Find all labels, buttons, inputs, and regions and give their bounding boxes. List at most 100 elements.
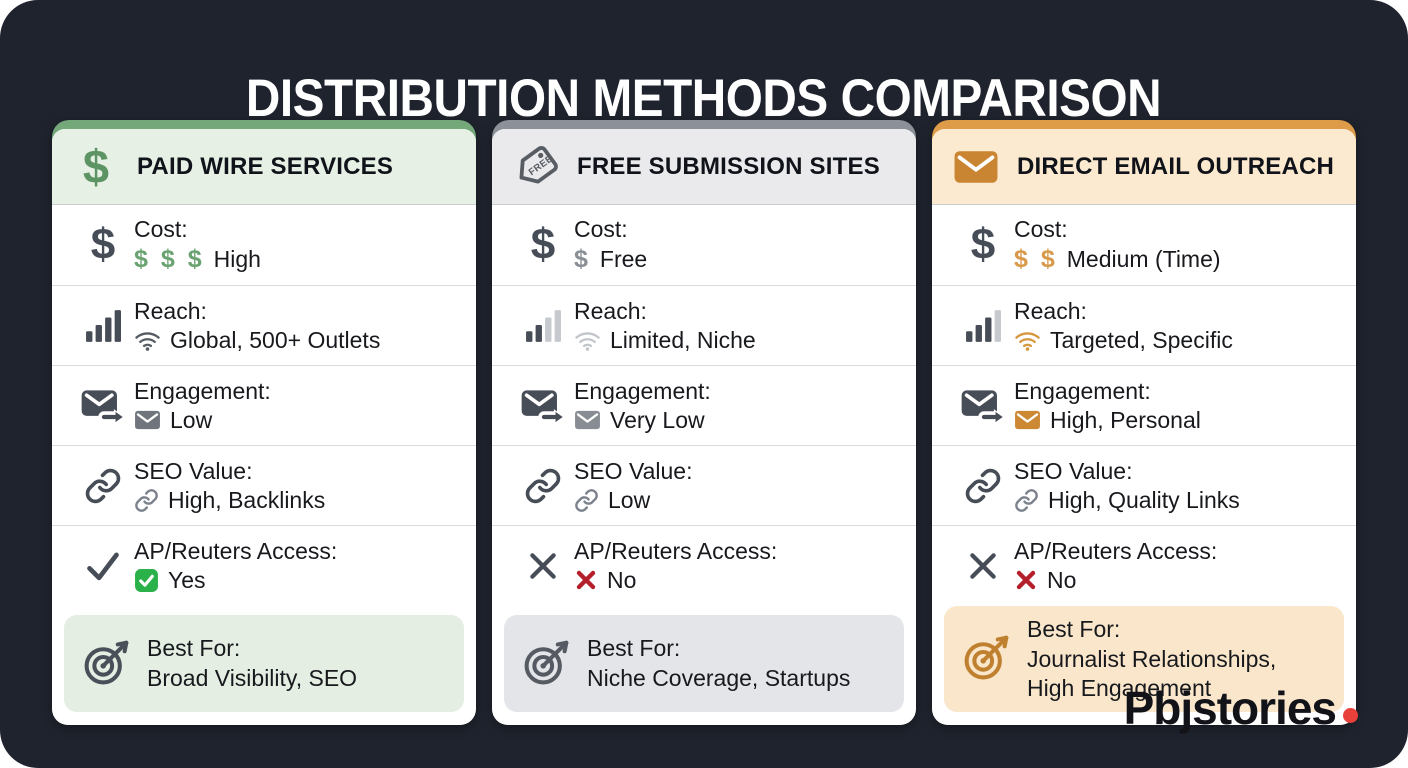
wifi-icon — [1014, 329, 1041, 352]
page-title: DISTRIBUTION METHODS COMPARISON — [246, 68, 1162, 128]
seo-label: SEO Value: — [1014, 457, 1133, 484]
cost-label: Cost: — [574, 216, 628, 242]
best-for-box: Best For: Journalist Relationships, High… — [944, 606, 1344, 712]
ap-access-value: No — [1047, 566, 1077, 593]
engagement-row: Engagement: Very Low — [492, 365, 916, 445]
engagement-label: Engagement: — [1014, 377, 1151, 404]
best-for-value: Niche Coverage, Startups — [587, 664, 851, 691]
ap-access-row: AP/Reuters Access: No — [932, 525, 1356, 605]
ap-access-row: AP/Reuters Access: Yes — [52, 525, 476, 605]
engagement-value: Very Low — [610, 406, 705, 433]
target-icon — [958, 635, 1014, 683]
best-for-value: Broad Visibility, SEO — [147, 664, 358, 691]
link-icon — [512, 467, 574, 505]
best-for-label: Best For: — [587, 635, 681, 662]
link-icon — [72, 467, 134, 505]
seo-value: High, Quality Links — [1048, 486, 1240, 513]
ap-access-value: No — [607, 566, 637, 593]
target-icon — [78, 640, 134, 688]
reach-label: Reach: — [1014, 297, 1087, 324]
link-icon — [574, 488, 599, 513]
dollar-icon: $ — [530, 220, 556, 269]
envelope-icon — [574, 410, 601, 430]
mail-forward-icon — [952, 386, 1014, 426]
x-icon — [512, 549, 574, 583]
reach-value: Limited, Niche — [610, 326, 756, 353]
seo-label: SEO Value: — [134, 457, 253, 484]
cost-value: Medium (Time) — [1066, 246, 1221, 272]
envelope-icon — [952, 149, 1000, 185]
check-badge-icon — [134, 568, 159, 593]
comparison-columns: $ PAID WIRE SERVICES $ Cost: $ $ $ High — [52, 120, 1356, 725]
red-x-icon — [574, 568, 598, 592]
ap-access-label: AP/Reuters Access: — [1014, 537, 1218, 564]
card-free-submission-sites: FREE SUBMISSION SITES $ Cost: $ Free — [492, 120, 916, 725]
ap-access-value: Yes — [168, 566, 206, 593]
reach-row: Reach: Limited, Niche — [492, 285, 916, 365]
mail-forward-icon — [72, 386, 134, 426]
ap-access-label: AP/Reuters Access: — [574, 537, 778, 564]
card-header: $ PAID WIRE SERVICES — [52, 129, 476, 205]
best-for-box: Best For: Niche Coverage, Startups — [504, 615, 904, 712]
best-for-value: Journalist Relationships, High Engagemen… — [1027, 645, 1277, 701]
dollar-rating: $ — [574, 245, 591, 273]
card-body: $ PAID WIRE SERVICES $ Cost: $ $ $ High — [52, 129, 476, 725]
link-icon — [1014, 488, 1039, 513]
card-paid-wire-services: $ PAID WIRE SERVICES $ Cost: $ $ $ High — [52, 120, 476, 725]
engagement-row: Engagement: Low — [52, 365, 476, 445]
best-for-label: Best For: — [147, 635, 241, 662]
card-direct-email-outreach: DIRECT EMAIL OUTREACH $ Cost: $ $ Medium… — [932, 120, 1356, 725]
seo-row: SEO Value: High, Backlinks — [52, 445, 476, 525]
cost-value: Free — [599, 246, 648, 272]
target-icon — [518, 640, 574, 688]
ap-access-row: AP/Reuters Access: No — [492, 525, 916, 605]
red-x-icon — [1014, 568, 1038, 592]
watermark-dot — [1343, 708, 1358, 723]
engagement-label: Engagement: — [134, 377, 271, 404]
dollar-rating: $ $ $ — [134, 245, 205, 273]
reach-row: Reach: Global, 500+ Outlets — [52, 285, 476, 365]
cost-label: Cost: — [1014, 216, 1068, 242]
reach-label: Reach: — [134, 297, 207, 324]
wifi-icon — [134, 329, 161, 352]
reach-value: Targeted, Specific — [1050, 326, 1233, 353]
best-for-box: Best For: Broad Visibility, SEO — [64, 615, 464, 712]
card-body: DIRECT EMAIL OUTREACH $ Cost: $ $ Medium… — [932, 129, 1356, 725]
card-title: PAID WIRE SERVICES — [137, 152, 394, 180]
reach-row: Reach: Targeted, Specific — [932, 285, 1356, 365]
cost-row: $ Cost: $ $ Medium (Time) — [932, 205, 1356, 285]
dollar-icon: $ — [90, 220, 116, 269]
dollar-rating: $ $ — [1014, 245, 1058, 273]
ap-access-label: AP/Reuters Access: — [134, 537, 338, 564]
best-for-label: Best For: — [1027, 616, 1121, 643]
watermark-text: Pbjstories — [1123, 682, 1337, 734]
reach-label: Reach: — [574, 297, 647, 324]
seo-value: High, Backlinks — [168, 486, 326, 513]
dollar-icon: $ — [82, 140, 110, 193]
cost-row: $ Cost: $ $ $ High — [52, 205, 476, 285]
envelope-icon — [134, 410, 161, 430]
cost-row: $ Cost: $ Free — [492, 205, 916, 285]
watermark: Pbjstories — [1124, 681, 1358, 735]
engagement-label: Engagement: — [574, 377, 711, 404]
card-title: FREE SUBMISSION SITES — [577, 152, 880, 180]
seo-label: SEO Value: — [574, 457, 693, 484]
seo-row: SEO Value: Low — [492, 445, 916, 525]
card-title: DIRECT EMAIL OUTREACH — [1017, 152, 1335, 180]
card-header: DIRECT EMAIL OUTREACH — [932, 129, 1356, 205]
x-icon — [952, 549, 1014, 583]
cost-value: High — [213, 246, 261, 272]
card-header: FREE SUBMISSION SITES — [492, 129, 916, 205]
cost-label: Cost: — [134, 216, 188, 242]
engagement-value: Low — [170, 406, 213, 433]
card-body: FREE SUBMISSION SITES $ Cost: $ Free — [492, 129, 916, 725]
mail-forward-icon — [512, 386, 574, 426]
seo-row: SEO Value: High, Quality Links — [932, 445, 1356, 525]
bar-chart-icon — [72, 309, 134, 343]
bar-chart-icon — [952, 309, 1014, 343]
seo-value: Low — [608, 486, 651, 513]
engagement-value: High, Personal — [1050, 406, 1201, 433]
reach-value: Global, 500+ Outlets — [170, 326, 381, 353]
dollar-icon: $ — [970, 220, 996, 269]
free-tag-icon — [512, 143, 560, 191]
